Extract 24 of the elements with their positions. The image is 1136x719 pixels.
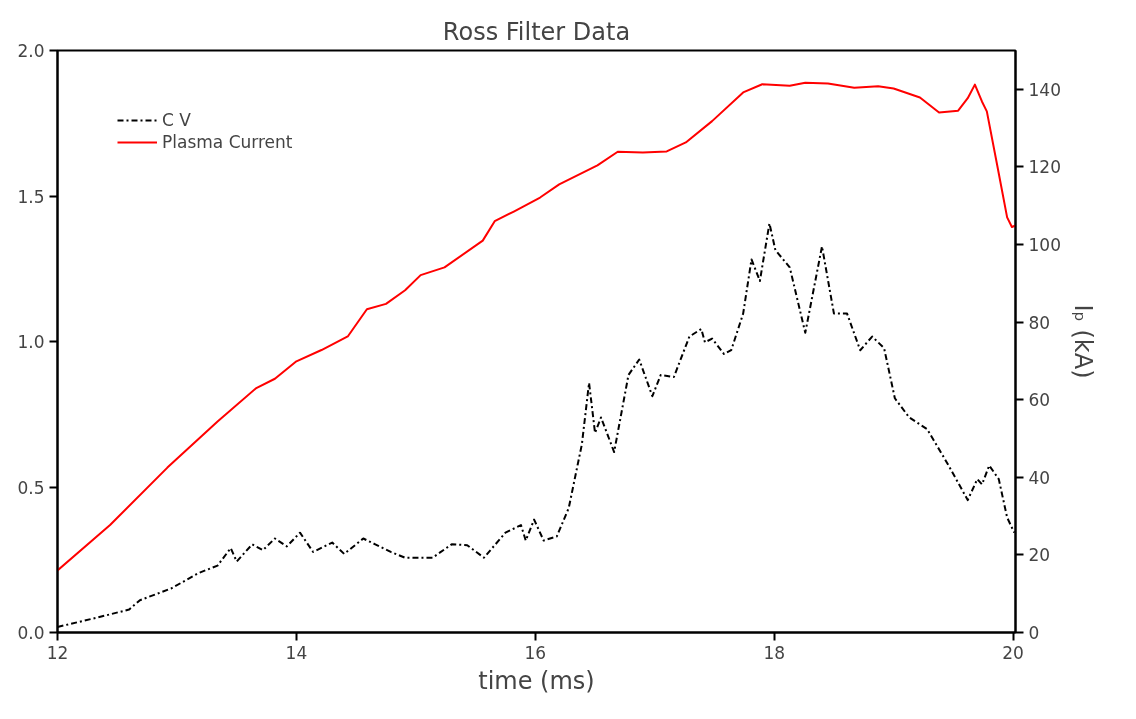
y2-tick-label: 140 bbox=[1028, 79, 1061, 100]
y-tick-label: 1.0 bbox=[17, 332, 45, 352]
x-tick-label: 16 bbox=[524, 642, 547, 663]
y2-tick-label: 60 bbox=[1028, 390, 1051, 411]
y2-tick-label: 100 bbox=[1028, 235, 1061, 255]
y2-tick-label: 80 bbox=[1028, 312, 1051, 333]
x-tick-label: 12 bbox=[46, 642, 69, 663]
y2-tick-label: 40 bbox=[1028, 467, 1051, 488]
legend-label: C V bbox=[162, 110, 191, 130]
line-series bbox=[57, 81, 1016, 572]
y2-axis-title: Iₚ (kA) bbox=[1068, 304, 1097, 379]
x-tick-label: 20 bbox=[1002, 642, 1024, 663]
y-tick-label: 0.0 bbox=[17, 623, 45, 643]
y-tick-label: 0.5 bbox=[17, 477, 45, 498]
legend-label: Plasma Current bbox=[162, 132, 293, 152]
y2-tick-label: 0 bbox=[1028, 623, 1040, 643]
x-tick-label: 14 bbox=[285, 642, 308, 663]
y-tick-label: 2.0 bbox=[17, 41, 45, 61]
x-tick-label: 18 bbox=[763, 642, 786, 663]
y2-tick-label: 120 bbox=[1028, 157, 1061, 178]
y-tick-label: 1.5 bbox=[17, 186, 45, 207]
chart-title: Ross Filter Data bbox=[442, 17, 631, 46]
x-axis-title: time (ms) bbox=[478, 666, 595, 695]
y2-tick-label: 20 bbox=[1028, 545, 1051, 566]
